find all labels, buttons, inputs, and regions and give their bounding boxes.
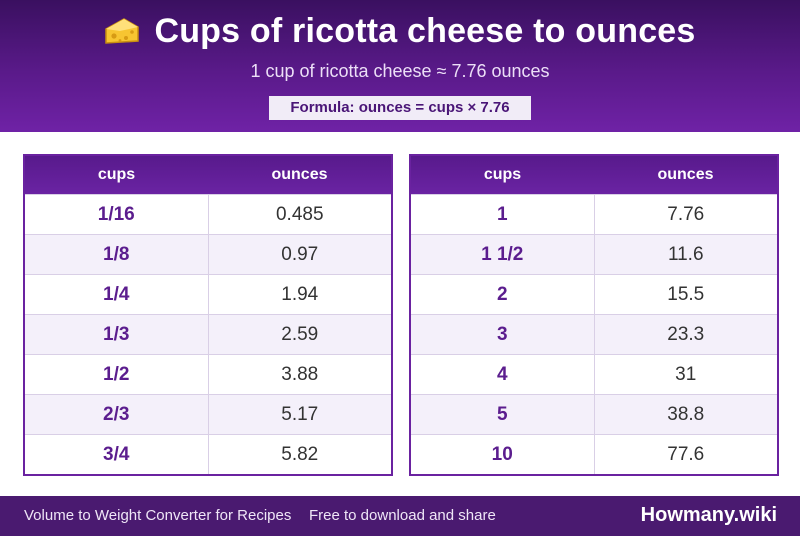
ounces-cell: 0.485 bbox=[275, 203, 324, 225]
conversion-table-left: cups ounces 1/16 0.485 1/8 0.97 1/4 1.94… bbox=[23, 154, 393, 476]
brand-logo[interactable]: Howmany.wiki bbox=[640, 504, 777, 526]
table-row: 4 31 bbox=[411, 354, 777, 394]
table-row: 3/4 5.82 bbox=[25, 434, 391, 474]
ounces-cell: 3.88 bbox=[281, 363, 319, 385]
footer-note: Free to download and share bbox=[309, 507, 496, 524]
table-row: 10 77.6 bbox=[411, 434, 777, 474]
conversion-table-right: cups ounces 1 7.76 1 1/2 11.6 2 15.5 3 2… bbox=[409, 154, 779, 476]
ounces-cell: 0.97 bbox=[281, 243, 319, 265]
table-row: 2 15.5 bbox=[411, 274, 777, 314]
table-row: 1/4 1.94 bbox=[25, 274, 391, 314]
footer-tagline: Volume to Weight Converter for Recipes bbox=[24, 507, 292, 524]
table-row: 1 7.76 bbox=[411, 194, 777, 234]
cups-cell: 1/4 bbox=[25, 275, 209, 314]
cups-cell: 4 bbox=[411, 355, 595, 394]
footer-bar: Volume to Weight Converter for Recipes F… bbox=[0, 496, 800, 536]
cups-cell: 2/3 bbox=[25, 395, 209, 434]
ounces-cell: 77.6 bbox=[667, 443, 705, 465]
ounces-cell: 11.6 bbox=[667, 243, 704, 265]
column-header-cups: cups bbox=[483, 166, 522, 183]
cups-cell: 1/2 bbox=[25, 355, 209, 394]
table-row: 1/2 3.88 bbox=[25, 354, 391, 394]
ounces-cell: 7.76 bbox=[667, 203, 705, 225]
formula-badge: Formula: ounces = cups × 7.76 bbox=[269, 96, 531, 120]
column-header-cups: cups bbox=[97, 166, 136, 183]
cups-cell: 1/8 bbox=[25, 235, 209, 274]
table-header: cups ounces bbox=[411, 156, 777, 194]
table-row: 3 23.3 bbox=[411, 314, 777, 354]
subtitle: 1 cup of ricotta cheese ≈ 7.76 ounces bbox=[250, 61, 550, 81]
ounces-cell: 5.82 bbox=[281, 443, 319, 465]
cups-cell: 1 1/2 bbox=[411, 235, 595, 274]
table-row: 1 1/2 11.6 bbox=[411, 234, 777, 274]
title-text: Cups of ricotta cheese to ounces bbox=[154, 12, 696, 50]
column-header-ounces: ounces bbox=[271, 166, 328, 183]
table-row: 1/16 0.485 bbox=[25, 194, 391, 234]
table-row: 1/8 0.97 bbox=[25, 234, 391, 274]
cheese-icon bbox=[105, 18, 140, 44]
cups-cell: 3/4 bbox=[25, 435, 209, 474]
cups-cell: 3 bbox=[411, 315, 595, 354]
table-row: 1/3 2.59 bbox=[25, 314, 391, 354]
ounces-cell: 31 bbox=[675, 363, 697, 385]
cups-cell: 2 bbox=[411, 275, 595, 314]
cups-cell: 10 bbox=[411, 435, 595, 474]
cups-cell: 1 bbox=[411, 195, 595, 234]
column-header-ounces: ounces bbox=[657, 166, 714, 183]
ounces-cell: 15.5 bbox=[667, 283, 705, 305]
ounces-cell: 1.94 bbox=[281, 283, 319, 305]
table-header: cups ounces bbox=[25, 156, 391, 194]
table-row: 2/3 5.17 bbox=[25, 394, 391, 434]
page-title: Cups of ricotta cheese to ounces bbox=[0, 12, 800, 51]
ounces-cell: 5.17 bbox=[281, 403, 319, 425]
ounces-cell: 38.8 bbox=[667, 403, 705, 425]
cups-cell: 1/3 bbox=[25, 315, 209, 354]
cups-cell: 1/16 bbox=[25, 195, 209, 234]
ounces-cell: 23.3 bbox=[667, 323, 705, 345]
header-banner: Cups of ricotta cheese to ounces 1 cup o… bbox=[0, 0, 800, 132]
ounces-cell: 2.59 bbox=[281, 323, 319, 345]
table-row: 5 38.8 bbox=[411, 394, 777, 434]
cups-cell: 5 bbox=[411, 395, 595, 434]
